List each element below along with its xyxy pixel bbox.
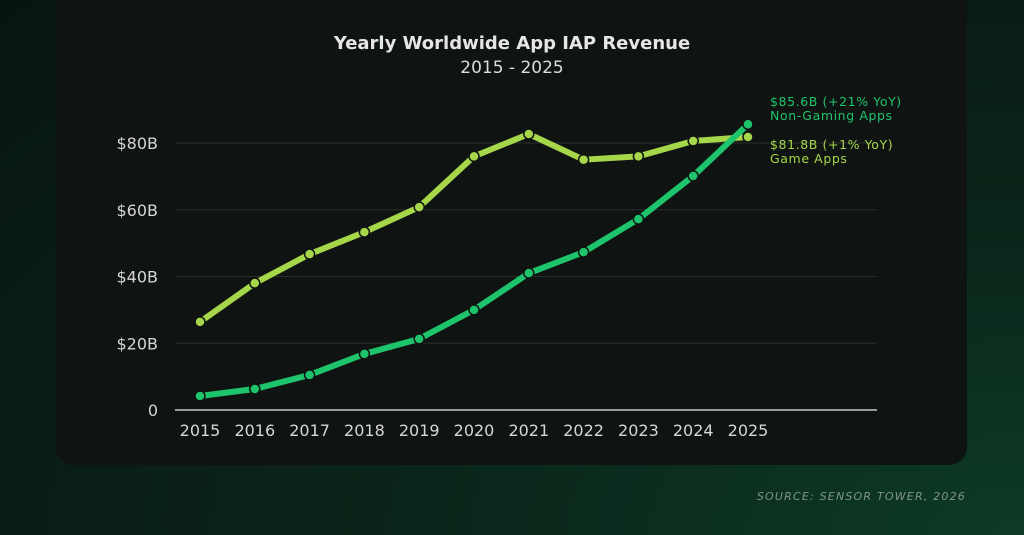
data-point [194,316,206,328]
series-line-game-apps [197,130,751,325]
x-tick-label: 2023 [618,421,659,440]
x-tick-label: 2024 [673,421,714,440]
data-point [249,383,261,395]
chart-card [56,0,967,465]
y-tick-label: $20B [116,334,158,353]
x-tick-label: 2019 [399,421,440,440]
source-note: SOURCE: SENSOR TOWER, 2026 [756,490,966,503]
data-point [577,246,590,258]
data-point [303,369,316,381]
x-tick-label: 2017 [289,421,330,440]
data-point [194,390,206,402]
y-tick-label: $60B [116,201,158,220]
chart-title: Yearly Worldwide App IAP Revenue [333,33,691,54]
data-point [413,333,425,345]
x-tick-label: 2018 [344,421,385,440]
x-tick-label: 2020 [454,421,495,440]
data-point [358,348,371,360]
data-point [742,118,754,131]
data-point [632,213,645,225]
y-tick-label: $80B [116,134,158,153]
y-tick-label: 0 [148,401,158,420]
annotation-label: Non-Gaming Apps [770,108,893,123]
data-point [468,150,480,163]
x-tick-label: 2022 [563,421,604,440]
x-tick-label: 2025 [728,421,769,440]
chart-subtitle: 2015 - 2025 [460,58,564,78]
data-point [687,170,699,182]
data-point [523,267,535,279]
data-point [358,226,371,238]
annotation-value: $85.6B (+21% YoY) [770,94,902,109]
y-tick-label: $40B [116,268,158,287]
data-point [468,304,480,316]
data-point [249,277,261,289]
annotation-label: Game Apps [770,151,848,166]
data-point [303,248,316,260]
x-tick-label: 2021 [508,421,549,440]
x-tick-label: 2015 [180,421,221,440]
data-point [742,131,754,143]
data-point [523,128,535,140]
data-point [413,201,425,213]
annotation-value: $81.8B (+1% YoY) [770,137,893,152]
x-tick-label: 2016 [234,421,275,440]
series-line-non-gaming-apps [197,121,751,399]
data-point [577,153,590,166]
data-point [687,135,699,147]
data-point [632,150,645,163]
